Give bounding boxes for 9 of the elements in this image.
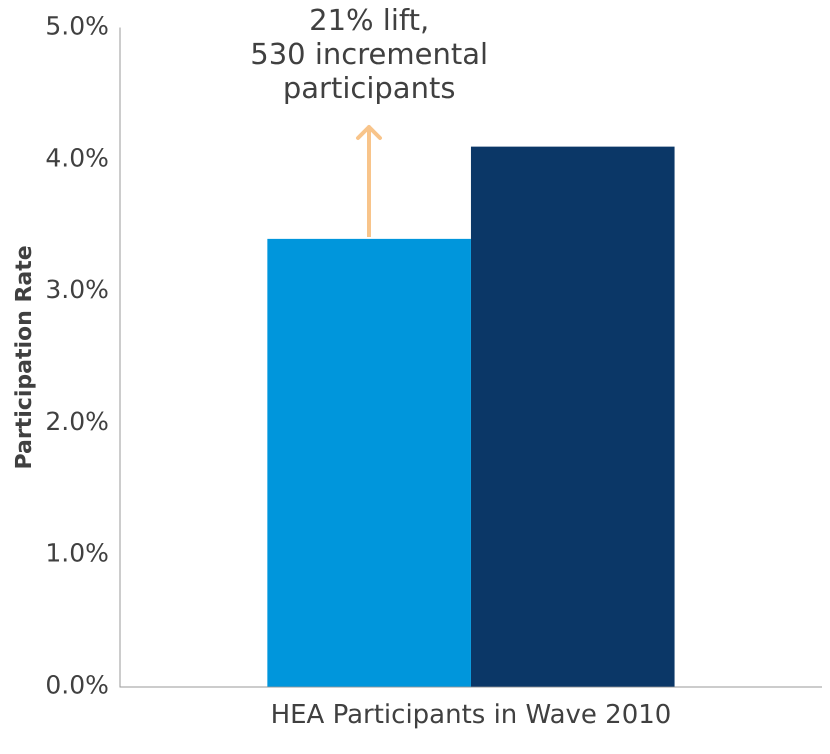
- y-tick-label: 0.0%: [45, 670, 109, 700]
- y-tick-label: 1.0%: [45, 538, 109, 568]
- annotation: 21% lift, 530 incremental participants: [250, 3, 488, 106]
- y-tick-label: 4.0%: [45, 143, 109, 172]
- x-tick-label: HEA Participants in Wave 2010: [270, 700, 672, 730]
- y-tick-label: 3.0%: [45, 275, 109, 304]
- y-tick-label: 5.0%: [45, 12, 109, 40]
- y-tick-label: 2.0%: [45, 406, 109, 436]
- y-axis-title: Participation Rate: [12, 245, 37, 470]
